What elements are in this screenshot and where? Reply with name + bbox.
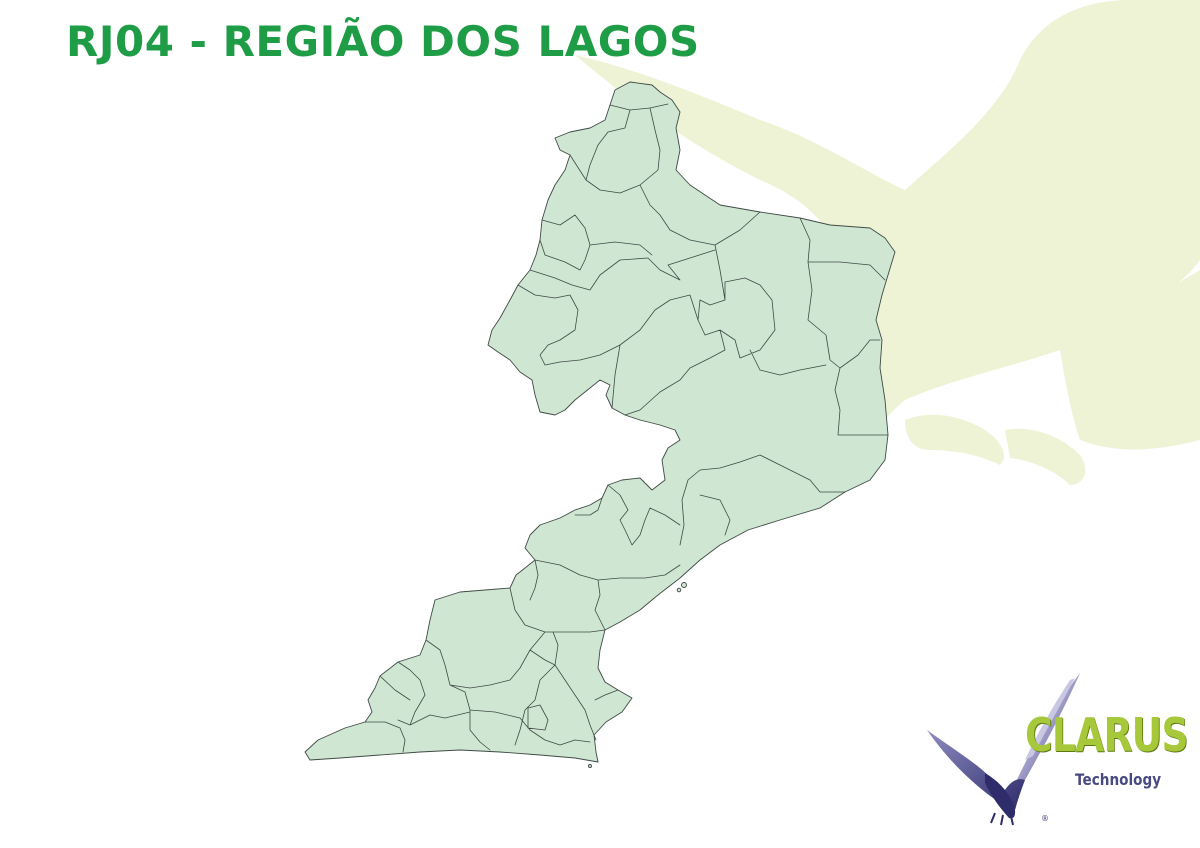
logo-brand-text: CLARUS	[1025, 708, 1189, 762]
eagle-logo-icon	[927, 673, 1080, 826]
internal-borders	[364, 103, 889, 753]
logo-tagline: Technology	[1075, 770, 1162, 789]
page-title: RJ04 - REGIÃO DOS LAGOS	[66, 17, 700, 66]
registered-mark: ®	[1041, 814, 1049, 823]
clarus-logo: CLARUS Technology ®	[925, 668, 1189, 828]
island	[676, 587, 682, 593]
island	[588, 764, 592, 768]
island	[681, 582, 687, 588]
region-outline	[304, 81, 896, 763]
